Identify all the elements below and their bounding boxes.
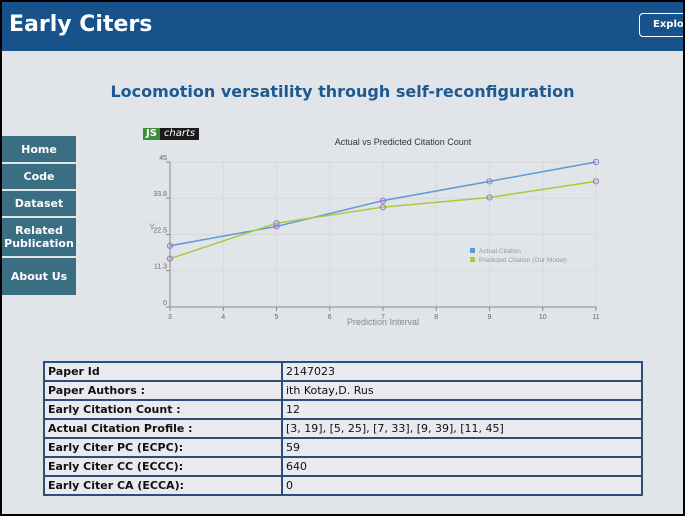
- y-tick-label: 45: [159, 155, 167, 162]
- table-row: Paper Authors : ith Kotay,D. Rus: [43, 380, 643, 401]
- jscharts-logo-js: JS: [143, 128, 160, 140]
- x-tick-label: 3: [168, 314, 172, 321]
- sidebar-item-home[interactable]: Home: [2, 136, 76, 164]
- table-key: Paper Id: [43, 361, 283, 382]
- table-row: Actual Citation Profile : [3, 19], [5, 25…: [43, 418, 643, 439]
- data-point: [592, 178, 600, 185]
- y-tick-label: 33.8: [153, 191, 167, 198]
- data-point: [486, 194, 493, 201]
- table-key: Early Citer CA (ECCA):: [43, 475, 283, 496]
- jscharts-logo: JS charts: [143, 128, 200, 140]
- sidebar-nav: Home Code Dataset Related Publication Ab…: [2, 136, 76, 297]
- data-point: [379, 204, 387, 211]
- y-axis-label: Y: [149, 222, 155, 232]
- table-key: Early Citer CC (ECCC):: [43, 456, 283, 477]
- jscharts-logo-charts: charts: [159, 128, 200, 140]
- x-tick-label: 9: [488, 314, 492, 321]
- table-value: 59: [281, 437, 643, 458]
- x-tick-label: 5: [275, 314, 279, 321]
- series-line-predicted: [169, 180, 597, 260]
- table-value: 12: [281, 399, 643, 420]
- table-value: 0: [281, 475, 643, 496]
- table-key: Actual Citation Profile :: [43, 418, 283, 439]
- table-key: Early Citer PC (ECPC):: [43, 437, 283, 458]
- y-tick-label: 22.5: [153, 228, 167, 235]
- sidebar-item-code[interactable]: Code: [2, 164, 76, 191]
- brand-title[interactable]: Early Citers: [9, 12, 153, 37]
- y-tick-label: 0: [163, 300, 167, 307]
- legend-label: Predicted Citation (Our Model): [479, 257, 567, 264]
- table-row: Early Citer CA (ECCA): 0: [43, 475, 643, 496]
- sidebar-item-about-us[interactable]: About Us: [2, 258, 76, 297]
- explore-button[interactable]: Explore: [639, 13, 685, 37]
- x-tick-label: 7: [381, 314, 385, 321]
- data-point: [166, 255, 174, 262]
- top-header: Early Citers Explore: [0, 0, 685, 51]
- table-value: 640: [281, 456, 643, 477]
- data-point: [273, 220, 280, 227]
- legend-swatch: [470, 248, 475, 253]
- table-row: Paper Id 2147023: [43, 361, 643, 382]
- legend-swatch: [470, 257, 475, 262]
- citation-chart: JS charts Actual vs Predicted Citation C…: [140, 124, 610, 332]
- x-tick-label: 8: [434, 314, 438, 321]
- table-row: Early Citer CC (ECCC): 640: [43, 456, 643, 477]
- data-point: [379, 197, 387, 204]
- table-key: Early Citation Count :: [43, 399, 283, 420]
- series-line-actual: [169, 161, 597, 247]
- x-tick-label: 4: [221, 314, 225, 321]
- paper-info-table: Paper Id 2147023 Paper Authors : ith Kotay,…: [43, 361, 643, 496]
- x-tick-label: 10: [539, 314, 547, 321]
- page-title: Locomotion versatility through self-reco…: [110, 82, 575, 101]
- data-point: [166, 242, 174, 249]
- legend-label: Actual Citation: [479, 248, 521, 255]
- sidebar-item-dataset[interactable]: Dataset: [2, 191, 76, 218]
- x-tick-label: 6: [328, 314, 332, 321]
- table-key: Paper Authors :: [43, 380, 283, 401]
- table-value: 2147023: [281, 361, 643, 382]
- table-value: [3, 19], [5, 25], [7, 33], [9, 39], [11,…: [281, 418, 643, 439]
- sidebar-item-related-publication[interactable]: Related Publication: [2, 218, 76, 258]
- x-tick-label: 11: [592, 314, 599, 321]
- data-point: [486, 178, 493, 185]
- table-row: Early Citation Count :12: [43, 399, 643, 420]
- chart-title: Actual vs Predicted Citation Count: [335, 137, 472, 147]
- table-value: ith Kotay,D. Rus: [281, 380, 643, 401]
- y-tick-label: 11.3: [154, 264, 167, 271]
- table-row: Early Citer PC (ECPC): 59: [43, 437, 643, 458]
- data-point: [592, 158, 600, 166]
- x-axis-label: Prediction Interval: [347, 317, 419, 327]
